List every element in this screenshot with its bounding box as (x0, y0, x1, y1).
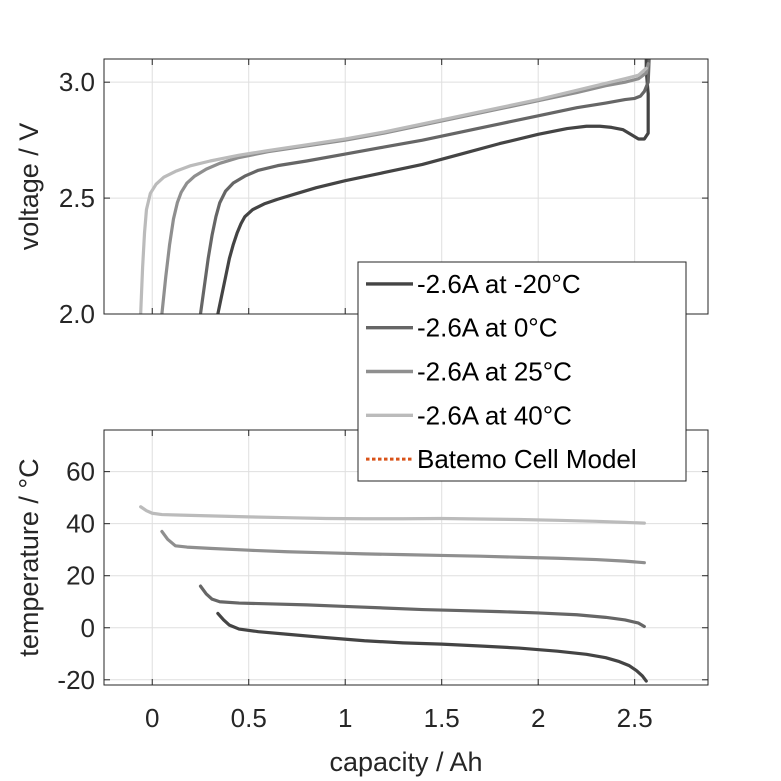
legend-label-2-6a-at-0-c: -2.6A at 0°C (417, 313, 557, 343)
series-line-2-6a-at-40-c (139, 505, 646, 525)
legend-label-2-6a-at-20-c: -2.6A at -20°C (417, 269, 581, 299)
temperature-series (139, 505, 648, 683)
legend: -2.6A at -20°C -2.6A at 0°C -2.6A at 25°C -… (357, 261, 687, 482)
y-tick-label-20: 20 (66, 561, 95, 591)
voltage-series (139, 59, 651, 314)
y-tick-label-2: 2.0 (59, 299, 95, 329)
legend-label-2-6a-at-25-c: -2.6A at 25°C (417, 357, 572, 387)
y-tick-label-0: 0 (81, 613, 95, 643)
x-tick-label-1-5: 1.5 (424, 703, 460, 733)
series-line-2-6a-at-0-c (198, 59, 651, 314)
y-tick-label-2-5: 2.5 (59, 183, 95, 213)
series-line-2-6a-at-0-c (198, 584, 646, 629)
series-line-2-6a-at-25-c (160, 529, 646, 565)
series-line-2-6a-at-20-c (216, 59, 650, 314)
legend-label-batemo-cell-model: Batemo Cell Model (417, 444, 637, 474)
temperature-y-ticks: -20 0 20 40 60 (57, 430, 708, 695)
temperature-y-axis-label: temperature / °C (14, 458, 44, 656)
series-line-2-6a-at-20-c (216, 611, 648, 683)
x-tick-label-0: 0 (145, 703, 159, 733)
capacity-x-ticks: 0 0.5 1 1.5 2 2.5 (145, 703, 653, 733)
capacity-x-axis-label: capacity / Ah (329, 747, 482, 777)
x-tick-label-0-5: 0.5 (231, 703, 267, 733)
x-tick-label-1: 1 (338, 703, 352, 733)
y-tick-label-20: -20 (57, 665, 95, 695)
x-tick-label-2-5: 2.5 (617, 703, 653, 733)
series-line-2-6a-at-40-c (139, 66, 648, 314)
y-tick-label-40: 40 (66, 509, 95, 539)
legend-label-2-6a-at-40-c: -2.6A at 40°C (417, 400, 572, 430)
x-tick-label-2: 2 (531, 703, 545, 733)
y-tick-label-3: 3.0 (59, 67, 95, 97)
legend-items: -2.6A at -20°C -2.6A at 0°C -2.6A at 25°C -… (366, 269, 637, 474)
y-tick-label-60: 60 (66, 457, 95, 487)
voltage-y-axis-label: voltage / V (14, 123, 44, 251)
voltage-y-ticks: 2.0 2.5 3.0 (59, 59, 708, 329)
